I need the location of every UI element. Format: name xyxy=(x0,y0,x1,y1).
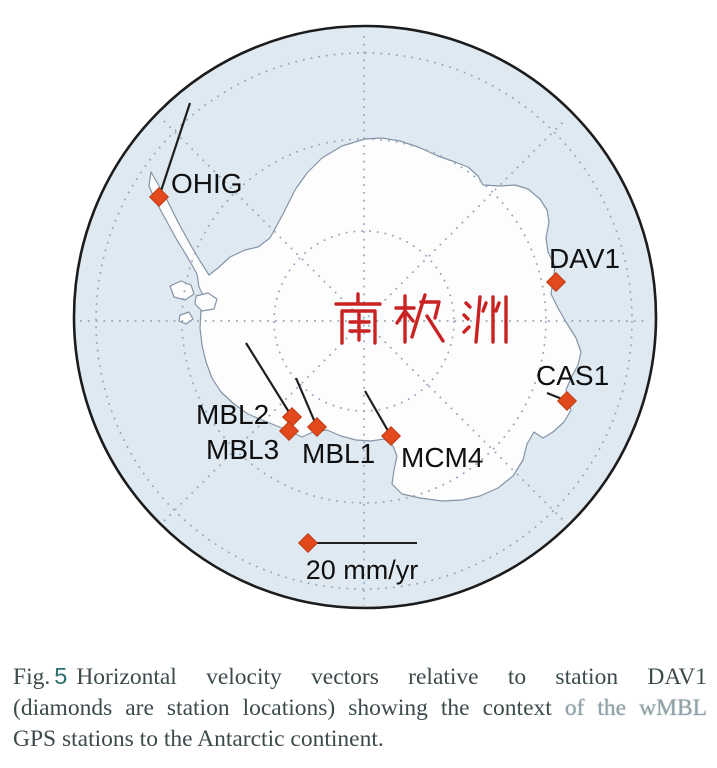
station-diamond-MCM4 xyxy=(380,425,402,447)
antarctica-map: OHIG DAV1 CAS1 MBL2 MBL3 MBL1 MCM4 20 mm/yr xyxy=(72,24,658,610)
map-boundary-circle xyxy=(72,24,658,610)
velocity-scale: 20 mm/yr xyxy=(297,532,419,585)
antarctica-mainland xyxy=(148,137,582,502)
caption-line-3: GPS stations to the Antarctic continent. xyxy=(13,724,707,755)
scale-bar-diamond xyxy=(297,532,319,554)
fig-label: Fig. xyxy=(13,664,51,690)
station-markers xyxy=(148,186,578,447)
station-labels: OHIG DAV1 CAS1 MBL2 MBL3 MBL1 MCM4 xyxy=(171,168,620,473)
station-diamond-MBL2 xyxy=(281,406,303,428)
velocity-vector-OHIG xyxy=(157,102,192,198)
caption-line-2: (diamonds are station locations) showing… xyxy=(13,693,707,724)
char-ji xyxy=(394,293,445,344)
figure-caption: Fig. 5 Horizontal velocity vectors relativ… xyxy=(13,661,707,755)
station-diamond-MBL3 xyxy=(278,420,300,442)
caption-text-1: Horizontal velocity vectors relative to … xyxy=(76,664,707,690)
graticule-grid xyxy=(80,36,648,606)
station-label-MBL2: MBL2 xyxy=(196,399,269,430)
fig-number: 5 xyxy=(54,663,68,689)
char-zhou xyxy=(462,295,508,344)
station-label-MCM4: MCM4 xyxy=(401,442,483,473)
island xyxy=(169,280,195,301)
station-diamond-DAV1 xyxy=(545,271,567,293)
figure-map: OHIG DAV1 CAS1 MBL2 MBL3 MBL1 MCM4 20 mm/yr xyxy=(72,24,658,610)
velocity-vector-MCM4 xyxy=(364,390,392,437)
station-label-DAV1: DAV1 xyxy=(549,243,620,274)
caption-text-3: GPS stations to the Antarctic continent. xyxy=(13,726,384,752)
velocity-vectors xyxy=(157,102,568,437)
char-nan xyxy=(334,292,382,345)
caption-text-2b: of the wMBL xyxy=(564,695,708,721)
annotation-antarctica-text xyxy=(334,292,508,345)
caption-line-1: Fig. 5 Horizontal velocity vectors relativ… xyxy=(13,661,707,693)
island xyxy=(194,292,218,312)
station-diamond-CAS1 xyxy=(556,390,578,412)
station-label-MBL3: MBL3 xyxy=(206,434,279,465)
velocity-vector-MBL2 xyxy=(245,342,293,418)
station-diamond-OHIG xyxy=(148,186,170,208)
velocity-vector-MBL1 xyxy=(294,377,319,428)
continent-antarctica xyxy=(148,137,582,502)
station-diamond-MBL1 xyxy=(306,416,328,438)
station-label-CAS1: CAS1 xyxy=(536,360,609,391)
scale-label: 20 mm/yr xyxy=(306,555,419,585)
station-label-MBL1: MBL1 xyxy=(302,438,375,469)
caption-text-2a: (diamonds are station locations) showing… xyxy=(13,695,552,721)
station-label-OHIG: OHIG xyxy=(171,168,243,199)
